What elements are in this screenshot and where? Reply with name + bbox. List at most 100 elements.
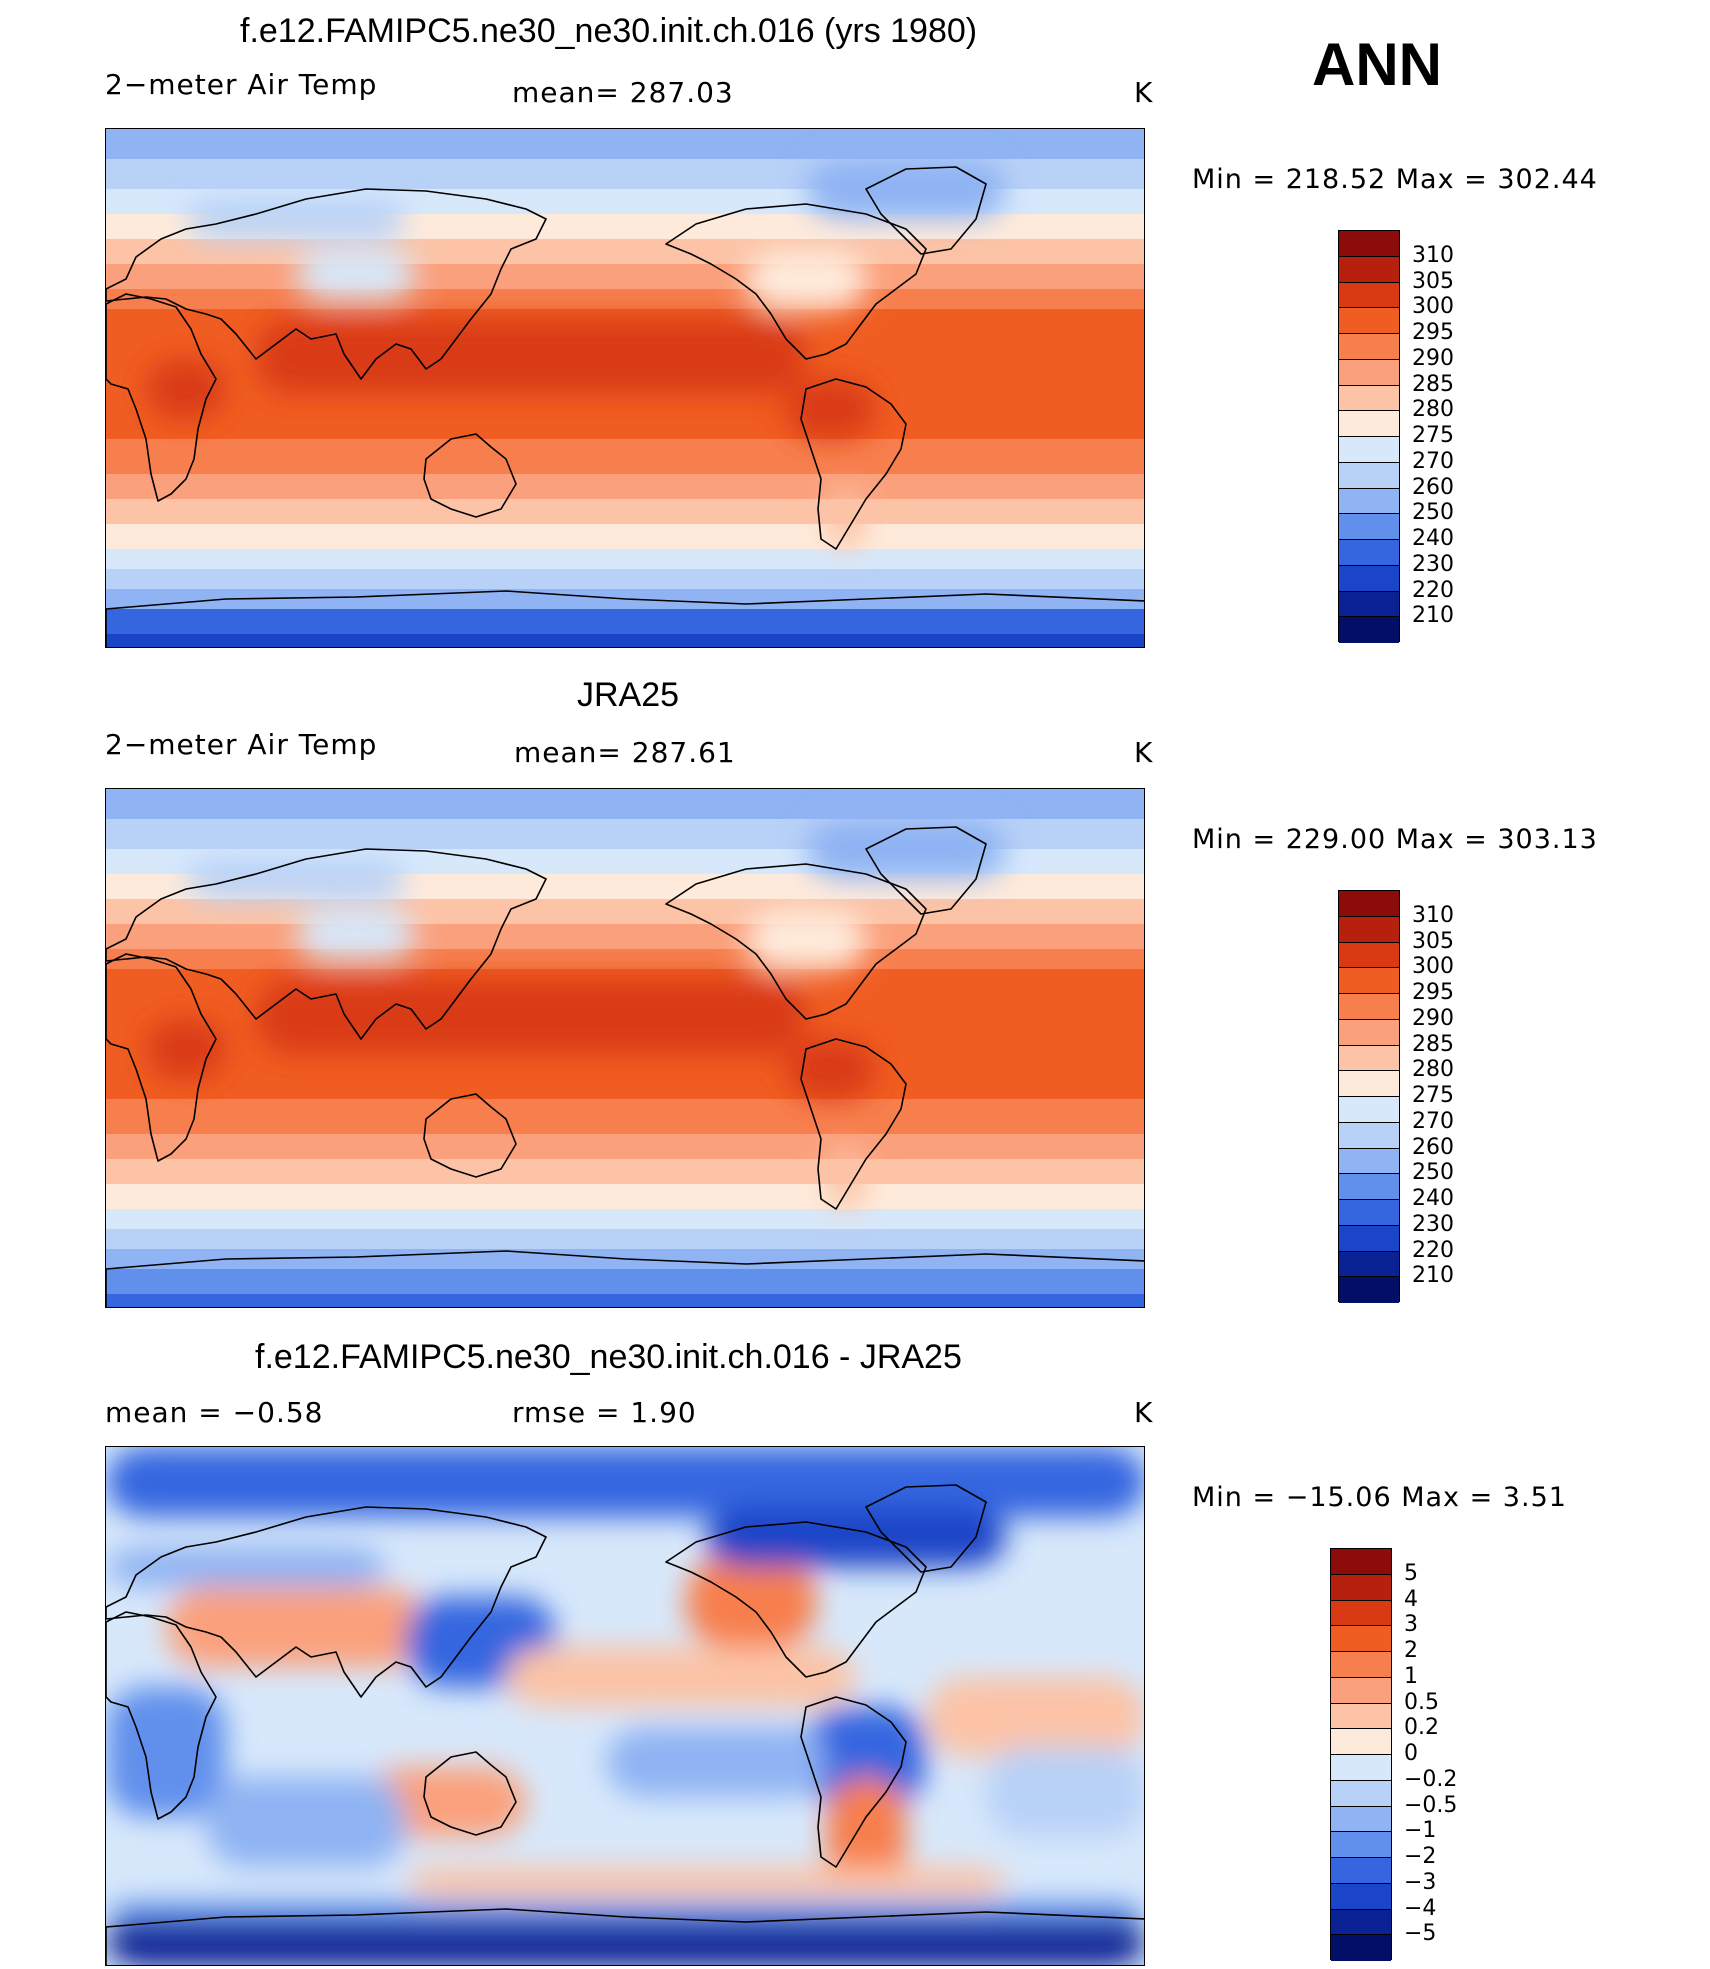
map-diff [105, 1446, 1145, 1966]
difference-map [106, 1447, 1144, 1965]
colorbar-segment [1331, 1677, 1391, 1704]
colorbar-level-label: 240 [1412, 526, 1454, 551]
min-max-label: Min = 229.00 Max = 303.13 [1192, 824, 1598, 855]
colorbar-segment [1331, 1909, 1391, 1936]
colorbar-segment [1339, 462, 1399, 489]
colorbar-level-label: 230 [1412, 1211, 1454, 1237]
colorbar-level-label: 280 [1412, 397, 1454, 423]
colorbar-level-label: −1 [1404, 1818, 1437, 1844]
colorbar-level-label: 260 [1412, 474, 1454, 500]
temperature-map [106, 789, 1144, 1307]
colorbar-box [1330, 1548, 1392, 1961]
colorbar-level-label: 220 [1412, 577, 1454, 603]
colorbar-level-label: 300 [1412, 954, 1454, 980]
colorbar-segment [1339, 1122, 1399, 1149]
colorbar-segment [1331, 1626, 1391, 1652]
colorbar-level-label: 210 [1412, 1263, 1454, 1289]
colorbar-level-label: 275 [1412, 1083, 1454, 1108]
colorbar-segment [1339, 334, 1399, 360]
colorbar-level-label: 260 [1412, 1134, 1454, 1160]
colorbar-level-label: −0.2 [1404, 1766, 1458, 1792]
colorbar-level-label: −5 [1404, 1921, 1437, 1947]
colorbar-level-label: 310 [1412, 242, 1454, 268]
colorbar-segment [1339, 942, 1399, 969]
colorbar-level-label: 2 [1404, 1638, 1418, 1663]
colorbar-segment [1339, 916, 1399, 943]
colorbar-segment [1339, 256, 1399, 283]
map-model [105, 128, 1145, 648]
colorbar-segment [1339, 282, 1399, 309]
colorbar-level-label: 0.5 [1404, 1689, 1439, 1715]
units-label: K [1134, 736, 1154, 769]
colorbar-segment [1339, 617, 1399, 643]
season-label: ANN [1312, 31, 1442, 98]
colorbar-segment [1331, 1858, 1391, 1884]
colorbar-segment [1339, 591, 1399, 618]
colorbar-segment [1339, 891, 1399, 917]
colorbar-box [1338, 230, 1400, 643]
colorbar-segment [1331, 1574, 1391, 1601]
colorbar-segment [1339, 1148, 1399, 1175]
colorbar-segment [1331, 1755, 1391, 1781]
colorbar-segment [1339, 1251, 1399, 1278]
min-max-label: Min = 218.52 Max = 302.44 [1192, 164, 1598, 195]
colorbar-level-label: −3 [1404, 1869, 1437, 1895]
colorbar-level-label: 1 [1404, 1663, 1418, 1689]
colorbar-level-label: 0 [1404, 1741, 1418, 1766]
colorbar-segment [1339, 565, 1399, 592]
colorbar-level-label: 240 [1412, 1186, 1454, 1211]
panel-title: JRA25 [577, 676, 680, 714]
colorbar-level-label: 290 [1412, 1005, 1454, 1031]
colorbar-level-label: 4 [1404, 1586, 1418, 1612]
colorbar-segment [1339, 1071, 1399, 1097]
colorbar-segment [1339, 437, 1399, 463]
colorbar-level-label: 305 [1412, 928, 1454, 954]
colorbar-level-label: 3 [1404, 1612, 1418, 1638]
colorbar-segment [1339, 968, 1399, 994]
colorbar-segment [1331, 1549, 1391, 1575]
colorbar-level-label: 305 [1412, 268, 1454, 294]
colorbar-level-label: 295 [1412, 980, 1454, 1005]
colorbar-segment [1339, 540, 1399, 566]
colorbar-segment [1339, 488, 1399, 515]
colorbar-level-label: 295 [1412, 320, 1454, 345]
mean-label: mean= 287.03 [512, 76, 734, 109]
colorbar-segment [1331, 1780, 1391, 1807]
colorbar-segment [1339, 411, 1399, 437]
rmse-label: rmse = 1.90 [512, 1396, 697, 1429]
colorbar-level-label: 250 [1412, 500, 1454, 526]
variable-label: 2−meter Air Temp [105, 728, 378, 761]
colorbar-level-label: 300 [1412, 294, 1454, 320]
colorbar-level-label: 210 [1412, 603, 1454, 629]
colorbar-segment [1331, 1652, 1391, 1678]
colorbar-level-label: 270 [1412, 448, 1454, 474]
colorbar-segment [1339, 385, 1399, 412]
colorbar-level-label: 285 [1412, 1031, 1454, 1057]
colorbar-segment [1331, 1883, 1391, 1910]
colorbar-segment [1339, 1225, 1399, 1252]
mean-label: mean= 287.61 [514, 736, 736, 769]
units-label: K [1134, 76, 1154, 109]
colorbar-level-label: 275 [1412, 423, 1454, 448]
colorbar-segment [1339, 308, 1399, 334]
units-label: K [1134, 1396, 1154, 1429]
colorbar-segment [1331, 1600, 1391, 1627]
colorbar-segment [1339, 231, 1399, 257]
colorbar-level-label: 310 [1412, 902, 1454, 928]
colorbar-segment [1331, 1806, 1391, 1833]
colorbar-segment [1339, 1045, 1399, 1072]
panel-title: f.e12.FAMIPC5.ne30_ne30.init.ch.016 - JR… [255, 1338, 962, 1376]
colorbar-box [1338, 890, 1400, 1303]
panel-title: f.e12.FAMIPC5.ne30_ne30.init.ch.016 (yrs… [240, 12, 978, 50]
colorbar-level-label: 0.2 [1404, 1715, 1439, 1741]
colorbar-level-label: 270 [1412, 1108, 1454, 1134]
colorbar-segment [1339, 1097, 1399, 1123]
colorbar-segment [1331, 1832, 1391, 1858]
temperature-map [106, 129, 1144, 647]
colorbar-level-label: 280 [1412, 1057, 1454, 1083]
colorbar-level-label: 230 [1412, 551, 1454, 577]
mean-label: mean = −0.58 [105, 1396, 324, 1429]
colorbar-segment [1339, 994, 1399, 1020]
min-max-label: Min = −15.06 Max = 3.51 [1192, 1482, 1567, 1513]
colorbar-segment [1331, 1703, 1391, 1730]
